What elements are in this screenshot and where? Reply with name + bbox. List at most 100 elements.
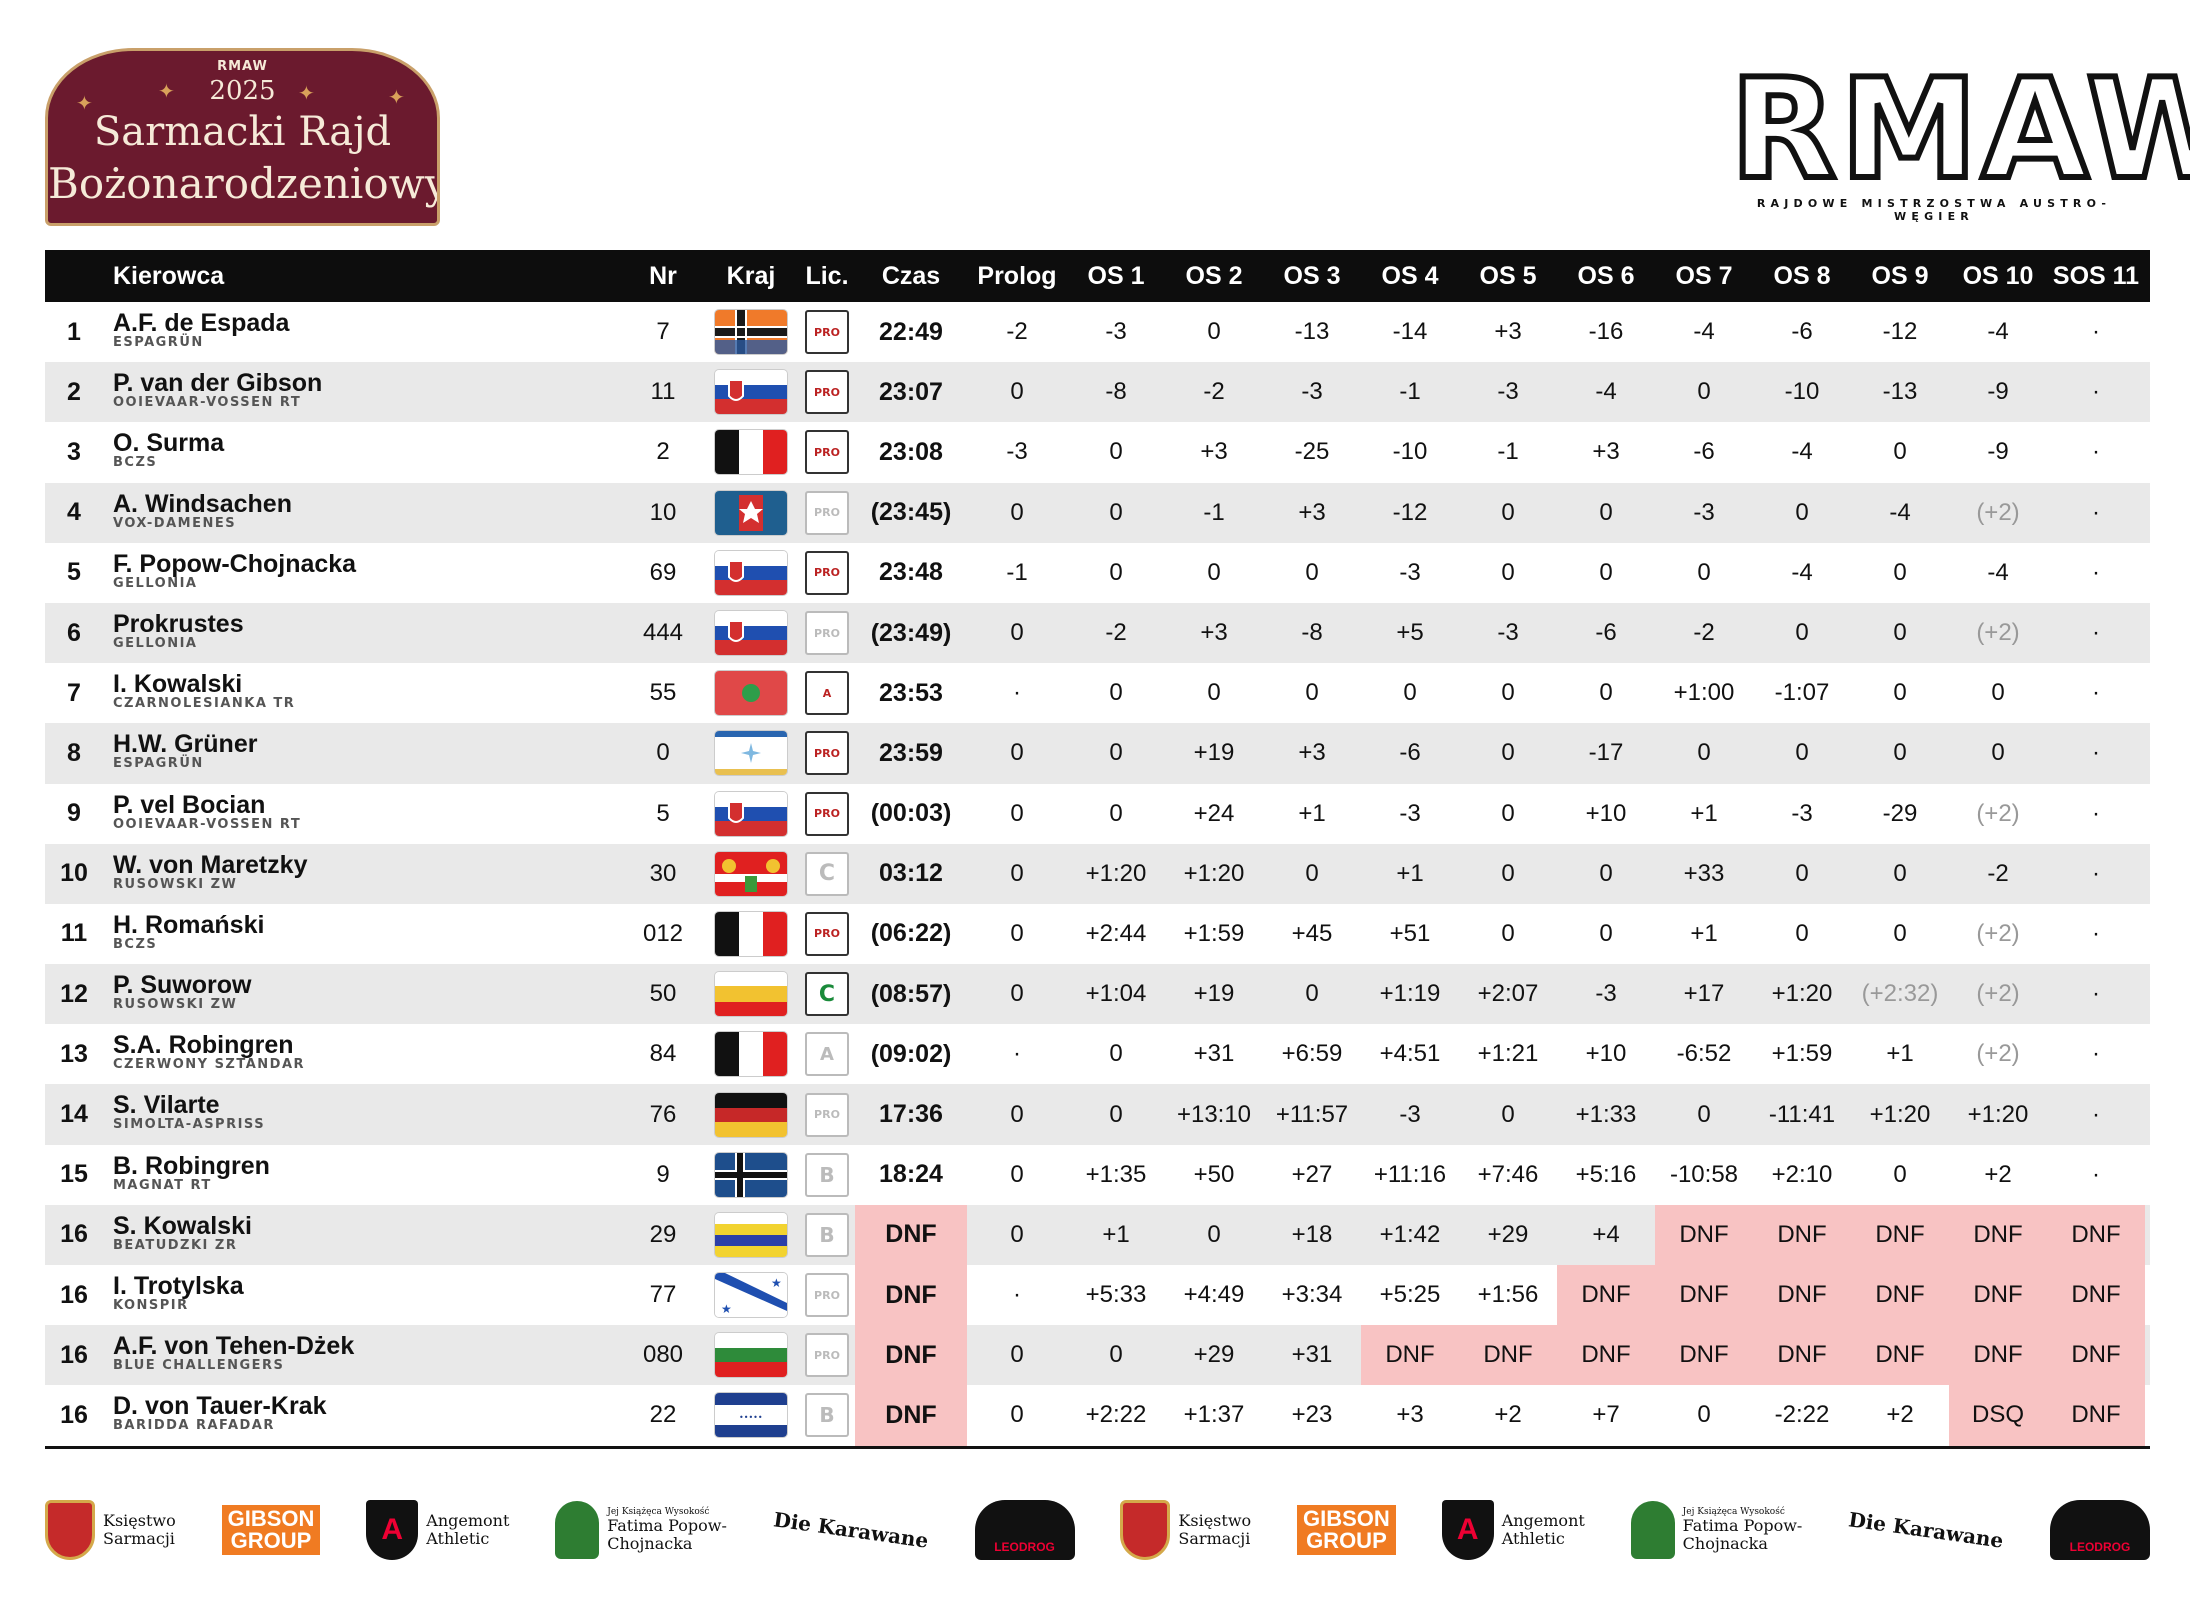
driver-team: BEATUDZKI ZR	[113, 1237, 238, 1253]
stage-cell: +1:00	[1673, 679, 1735, 707]
stage-cell: -9	[1987, 438, 2009, 466]
stage-cell: +1	[1690, 799, 1718, 827]
stage-cell: +3	[1592, 438, 1620, 466]
stage-cell: 0	[1010, 799, 1024, 827]
stage-cell: 0	[1010, 1220, 1024, 1248]
stage-cell: 0	[1697, 739, 1711, 767]
licence-cell: PRO	[799, 1265, 855, 1325]
stage-cell: -3	[1105, 318, 1127, 346]
header-time: Czas	[881, 261, 941, 290]
total-time-cell: 23:48	[879, 558, 943, 587]
stage-cell: +19	[1193, 739, 1235, 767]
stage-cell: -13	[1294, 318, 1330, 346]
stage-cell: +3	[1494, 318, 1522, 346]
stage-cell: 0	[1697, 1100, 1711, 1128]
stage-cell: +1:19	[1379, 980, 1441, 1008]
stage-cell: -6	[1595, 619, 1617, 647]
licence-cell: PRO	[799, 723, 855, 783]
stage-cell: +33	[1683, 859, 1725, 887]
stage-cell: DNF	[1949, 1325, 2047, 1386]
stage-cell: DNF	[1753, 1265, 1851, 1326]
sponsor-logo: Die Karawane	[772, 1507, 930, 1552]
stage-cell: +1:20	[1967, 1100, 2029, 1128]
position-cell: 15	[60, 1160, 88, 1189]
position-cell: 14	[60, 1100, 88, 1129]
total-time-cell: (23:45)	[870, 498, 952, 527]
stage-cell: +5:25	[1379, 1281, 1441, 1309]
position-cell: 8	[67, 738, 81, 767]
number-cell: 9	[656, 1160, 670, 1188]
sponsor-logo: Księstwo Sarmacji	[1120, 1500, 1251, 1560]
table-row: 15 B. Robingren MAGNAT RT 9 B 18:24 0 +1:35 +…	[45, 1145, 2150, 1205]
stage-cell: 0	[1501, 679, 1515, 707]
stage-cell: +4:51	[1379, 1040, 1441, 1068]
stage-cell: +7:46	[1477, 1160, 1539, 1188]
stage-cell: 0	[1305, 558, 1319, 586]
stage-cell: -4	[1889, 498, 1911, 526]
stage-cell: DNF	[2047, 1385, 2145, 1446]
driver-team: RUSOWSKI ZW	[113, 997, 238, 1013]
total-time-cell: 23:59	[879, 738, 943, 767]
stage-cell: 0	[1893, 919, 1907, 947]
total-time-cell: (08:57)	[870, 979, 952, 1008]
sponsor-small-text: Jej Książęca Wysokość	[1682, 1507, 1785, 1517]
stage-cell: +29	[1193, 1341, 1235, 1369]
stage-cell: +3	[1200, 438, 1228, 466]
stage-cell: +4	[1592, 1220, 1620, 1248]
event-logo-year: 2025	[209, 76, 276, 106]
series-logo: RMAW RAJDOWE MISTRZOSTWA AUSTRO-WĘGIER	[1727, 58, 2190, 224]
stage-cell: +1	[1690, 919, 1718, 947]
stage-cell: -1	[1006, 558, 1028, 586]
country-flag-icon	[703, 543, 799, 603]
stage-cell: DNF	[1753, 1204, 1851, 1265]
stage-cell: 0	[1109, 739, 1123, 767]
stage-cell: -2	[1006, 318, 1028, 346]
stage-cell: 0	[1599, 919, 1613, 947]
licence-pro-icon: PRO	[805, 1273, 849, 1318]
stage-cell: +31	[1291, 1341, 1333, 1369]
driver-cell: H. Romański BCZS	[103, 904, 623, 964]
stage-cell: 0	[1501, 859, 1515, 887]
stage-cell: ·	[1013, 1040, 1021, 1068]
number-cell: 10	[649, 498, 677, 526]
stage-cell: ·	[2092, 1100, 2100, 1128]
stage-cell: +13:10	[1176, 1100, 1252, 1128]
stage-cell: -2	[1203, 378, 1225, 406]
total-time-cell: 23:08	[879, 437, 943, 466]
stage-cell: 0	[1795, 619, 1809, 647]
table-row: 11 H. Romański BCZS 012 PRO (06:22) 0 +2:44 +…	[45, 904, 2150, 964]
stage-cell: ·	[2092, 980, 2100, 1008]
country-flag-icon	[703, 483, 799, 543]
licence-cell: A	[799, 1024, 855, 1084]
event-logo-title-line1: Sarmacki Rajd	[93, 109, 392, 155]
stage-cell: (+2)	[1976, 619, 2020, 647]
stage-cell: -17	[1588, 739, 1624, 767]
position-cell: 10	[60, 859, 88, 888]
licence-pro-icon: PRO	[805, 1333, 849, 1378]
stage-cell: -4	[1987, 318, 2009, 346]
total-time-cell: DNF	[855, 1325, 967, 1386]
stage-cell: +5	[1396, 619, 1424, 647]
total-time-cell: 22:49	[879, 317, 943, 346]
shield-icon: A	[1441, 1500, 1494, 1560]
stage-cell: +29	[1487, 1220, 1529, 1248]
driver-team: BARIDDA RAFADAR	[113, 1418, 275, 1434]
stage-cell: +1:37	[1183, 1401, 1245, 1429]
stage-cell: +50	[1193, 1160, 1235, 1188]
stage-cell: +5:16	[1575, 1160, 1637, 1188]
vine-crest-icon	[555, 1501, 600, 1559]
licence-a-icon: A	[805, 1032, 849, 1077]
stage-cell: 0	[1893, 619, 1907, 647]
stage-cell: -3	[1791, 799, 1813, 827]
stage-cell: +3	[1298, 498, 1326, 526]
licence-cell: A	[799, 663, 855, 723]
stage-cell: (+2:32)	[1861, 980, 1939, 1008]
licence-cell: PRO	[799, 422, 855, 482]
stage-cell: +1:56	[1477, 1281, 1539, 1309]
crest-icon	[45, 1500, 95, 1560]
total-time-cell: 18:24	[879, 1160, 943, 1189]
driver-cell: W. von Maretzky RUSOWSKI ZW	[103, 844, 623, 904]
stage-cell: +1	[1396, 859, 1424, 887]
number-cell: 11	[650, 378, 676, 406]
stage-cell: ·	[2092, 1040, 2100, 1068]
